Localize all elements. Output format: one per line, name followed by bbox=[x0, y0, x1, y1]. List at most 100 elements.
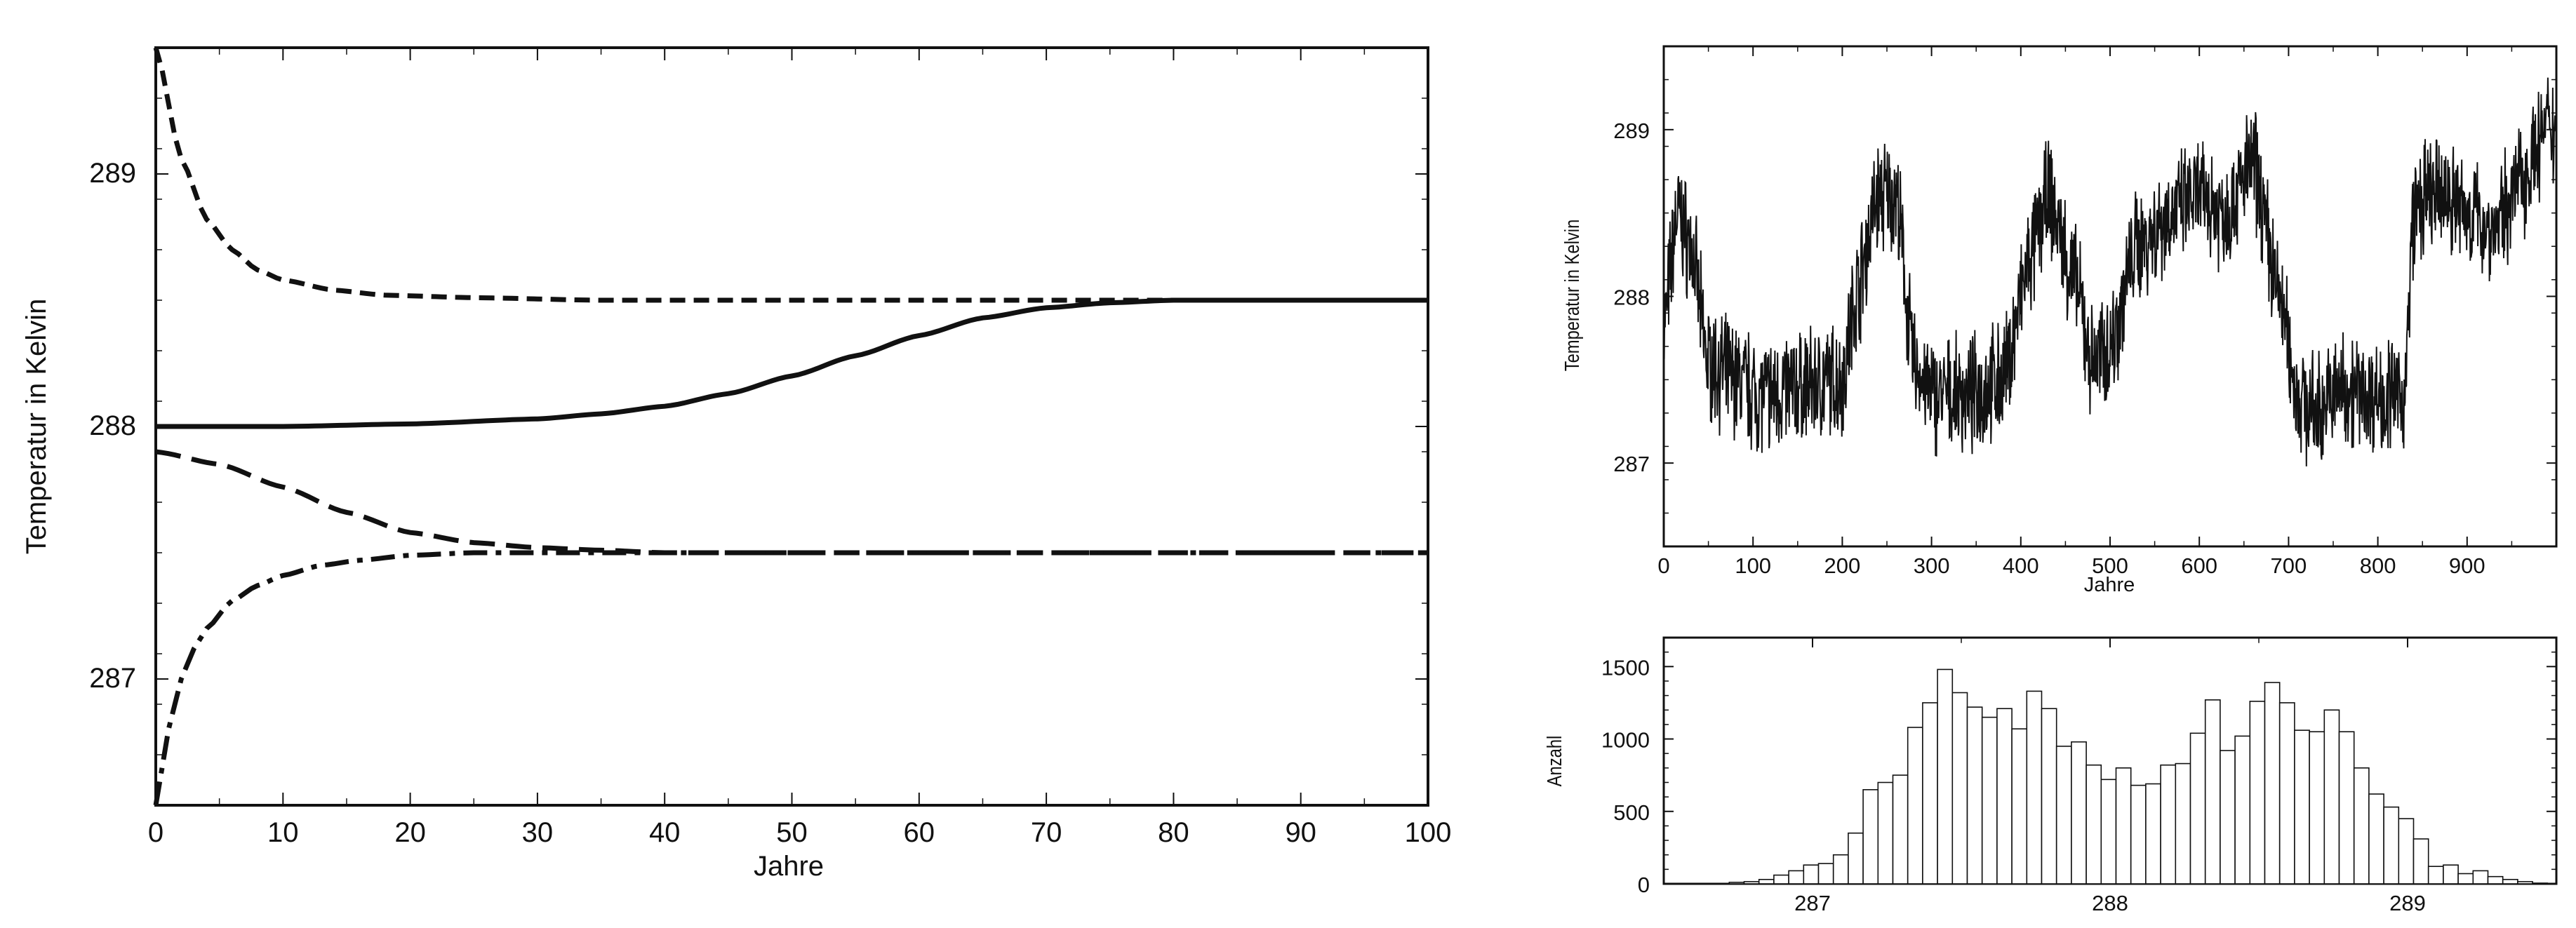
histogram-bar bbox=[1832, 854, 1849, 885]
histogram-bar bbox=[2368, 793, 2384, 885]
left-series bbox=[153, 47, 1428, 806]
histogram-bar bbox=[2041, 708, 2057, 885]
left-x-tick-label: 0 bbox=[148, 817, 163, 848]
histogram-bar bbox=[1758, 879, 1775, 885]
left-x-axis-label: Jahre bbox=[754, 851, 824, 882]
histogram-bar bbox=[2413, 838, 2429, 885]
right-bottom-x-tick-label: 289 bbox=[2389, 891, 2426, 915]
histogram-bar bbox=[2532, 882, 2549, 885]
histogram-bar bbox=[1803, 864, 1820, 885]
histogram-bar bbox=[2278, 702, 2295, 885]
left-series-line-3 bbox=[155, 449, 1428, 556]
histogram-bar bbox=[2502, 879, 2518, 885]
histogram-bar bbox=[2130, 784, 2147, 885]
left-series-line-1 bbox=[153, 47, 1428, 303]
right-top-plot-frame bbox=[1662, 45, 2558, 548]
histogram-bar bbox=[2264, 682, 2281, 885]
histogram-bar bbox=[2398, 818, 2415, 885]
left-y-tick-label: 288 bbox=[89, 410, 136, 441]
right-top-ticks: 0 100 200 300 400 500 600 700 800 900 287 288 289 bbox=[1613, 46, 2557, 578]
histogram-bar bbox=[2100, 779, 2117, 885]
left-x-tick-label: 30 bbox=[522, 817, 554, 848]
right-top-x-tick-label: 0 bbox=[1657, 553, 1669, 578]
right-bottom-histogram-bars bbox=[1728, 668, 2549, 885]
right-top-y-tick-label: 289 bbox=[1613, 119, 1650, 143]
right-bottom-x-tick-label: 287 bbox=[1794, 891, 1831, 915]
right-top-x-tick-label: 200 bbox=[1824, 553, 1861, 578]
histogram-bar bbox=[1996, 708, 2013, 885]
histogram-bar bbox=[2189, 732, 2206, 885]
left-y-tick-label: 287 bbox=[89, 663, 136, 694]
histogram-bar bbox=[1848, 832, 1864, 885]
histogram-bar bbox=[2115, 767, 2132, 885]
histogram-bar bbox=[2294, 729, 2310, 885]
right-bottom-y-tick-label: 0 bbox=[1638, 873, 1650, 897]
histogram-bar bbox=[1907, 727, 1923, 885]
histogram-bar bbox=[1788, 870, 1805, 885]
histogram-bar bbox=[2457, 873, 2474, 885]
left-x-tick-label: 60 bbox=[904, 817, 935, 848]
histogram-bar bbox=[2011, 728, 2028, 885]
histogram-bar bbox=[2487, 875, 2504, 885]
left-x-tick-label: 70 bbox=[1031, 817, 1062, 848]
histogram-bar bbox=[2160, 764, 2177, 885]
histogram-bar bbox=[2383, 806, 2400, 885]
histogram-bar bbox=[2026, 690, 2043, 885]
histogram-bar bbox=[1773, 874, 1789, 885]
left-ticks: 0 10 20 30 40 50 60 70 80 90 100 287 288 289 bbox=[89, 47, 1452, 848]
right-bottom-y-tick-label: 1500 bbox=[1601, 655, 1650, 680]
right-top-x-tick-label: 900 bbox=[2449, 553, 2485, 578]
right-top-y-tick-label: 287 bbox=[1613, 452, 1650, 476]
right-top-series bbox=[1663, 77, 2557, 466]
histogram-bar bbox=[2086, 764, 2102, 885]
histogram-bar bbox=[2443, 864, 2459, 885]
histogram-bar bbox=[2220, 750, 2236, 885]
histogram-bar bbox=[1728, 882, 1745, 885]
right-top-x-tick-label: 500 bbox=[2092, 553, 2128, 578]
histogram-bar bbox=[1817, 863, 1834, 885]
histogram-bar bbox=[2517, 881, 2533, 885]
right-bottom-y-tick-label: 500 bbox=[1613, 800, 1650, 825]
right-top-x-tick-label: 800 bbox=[2360, 553, 2396, 578]
right-top-x-tick-label: 300 bbox=[1914, 553, 1950, 578]
histogram-bar bbox=[1862, 789, 1879, 885]
histogram-bar bbox=[2175, 762, 2191, 885]
left-x-tick-label: 100 bbox=[1405, 817, 1452, 848]
histogram-bar bbox=[2249, 700, 2266, 885]
histogram-bar bbox=[1922, 702, 1938, 885]
histogram-bar bbox=[2353, 767, 2370, 885]
histogram-bar bbox=[1951, 692, 1968, 885]
right-bottom-chart-panel: 287 288 289 0 500 1000 1500 Anzahl bbox=[1543, 636, 2558, 915]
histogram-bar bbox=[2309, 731, 2325, 885]
right-top-x-tick-label: 100 bbox=[1735, 553, 1771, 578]
right-bottom-x-tick-label: 288 bbox=[2092, 891, 2128, 915]
left-x-tick-label: 10 bbox=[267, 817, 299, 848]
left-chart-panel: 0 10 20 30 40 50 60 70 80 90 100 287 288 289 Jahre Te… bbox=[21, 46, 1452, 882]
histogram-bar bbox=[2338, 731, 2355, 885]
histogram-bar bbox=[2427, 866, 2444, 885]
histogram-bar bbox=[2323, 709, 2340, 885]
left-y-axis-label: Temperatur in Kelvin bbox=[21, 299, 52, 555]
right-bottom-y-axis-label: Anzahl bbox=[1543, 736, 1566, 787]
right-top-y-tick-label: 288 bbox=[1613, 285, 1650, 310]
left-x-tick-label: 80 bbox=[1158, 817, 1189, 848]
right-top-y-axis-label: Temperatur in Kelvin bbox=[1561, 220, 1584, 372]
histogram-bar bbox=[1937, 668, 1954, 885]
left-x-tick-label: 40 bbox=[649, 817, 681, 848]
left-y-tick-label: 289 bbox=[89, 158, 136, 189]
left-x-tick-label: 20 bbox=[394, 817, 426, 848]
histogram-bar bbox=[1743, 881, 1760, 885]
histogram-bar bbox=[1966, 706, 1983, 885]
right-top-chart-panel: 0 100 200 300 400 500 600 700 800 900 287 288 289 Ja… bbox=[1561, 45, 2558, 596]
histogram-bar bbox=[2204, 699, 2221, 885]
right-top-x-tick-label: 400 bbox=[2003, 553, 2039, 578]
histogram-bar bbox=[2234, 735, 2251, 885]
right-top-x-tick-label: 700 bbox=[2271, 553, 2307, 578]
histogram-bar bbox=[2145, 783, 2161, 885]
right-top-series-line bbox=[1663, 77, 2557, 466]
left-series-line-2 bbox=[156, 297, 1428, 429]
histogram-bar bbox=[1892, 774, 1909, 885]
right-top-x-tick-label: 600 bbox=[2181, 553, 2217, 578]
right-bottom-y-tick-label: 1000 bbox=[1601, 728, 1650, 753]
